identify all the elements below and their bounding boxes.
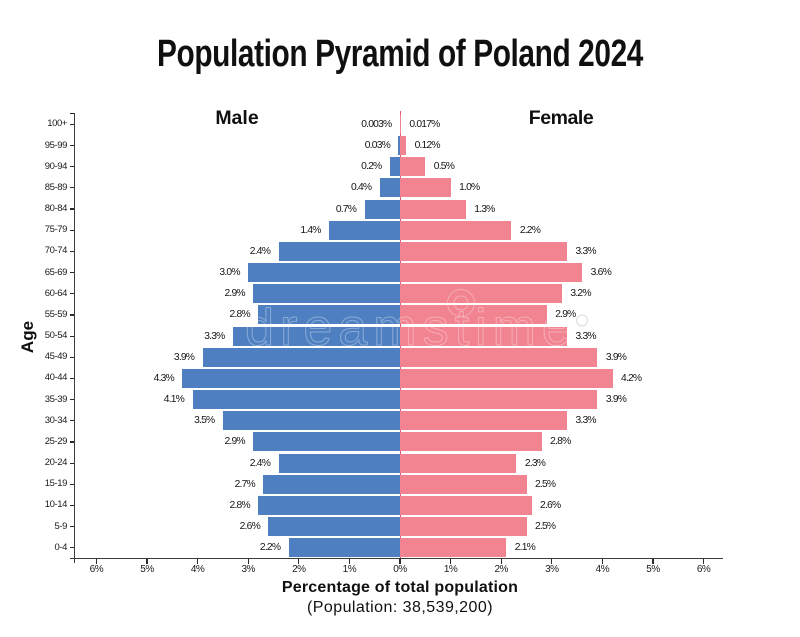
svg-text:dreamstime: dreamstime [245, 299, 577, 357]
